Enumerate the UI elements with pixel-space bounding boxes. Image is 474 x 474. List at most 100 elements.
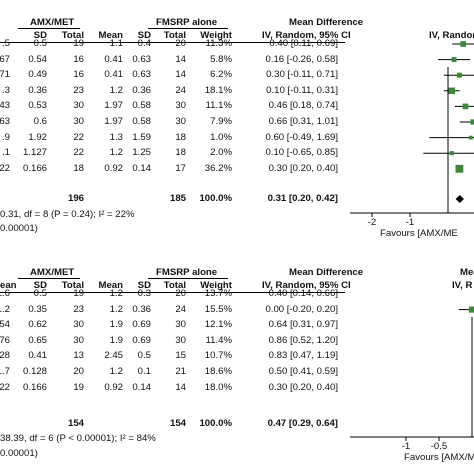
row-mean2: 0.41 bbox=[104, 69, 123, 81]
row-sd1: 0.128 bbox=[22, 366, 47, 377]
row-weight: 1.0% bbox=[210, 131, 232, 143]
row-mean1: .9 bbox=[1, 131, 10, 143]
row-weight: 18.6% bbox=[204, 366, 232, 377]
row-total2: 14 bbox=[175, 53, 186, 65]
row-mean-difference: 0.66 [0.31, 1.01] bbox=[268, 116, 338, 127]
point-estimate bbox=[468, 135, 473, 140]
row-mean-difference: 0.40 [0.11, 0.69] bbox=[269, 38, 338, 49]
row-weight: 10.7% bbox=[204, 350, 232, 362]
row-mean2: 1.2 bbox=[109, 288, 123, 299]
row-mean1: 2.54 bbox=[0, 319, 10, 331]
overall-effect-text: 0.00001) bbox=[0, 448, 38, 459]
row-weight: 5.8% bbox=[210, 53, 232, 65]
group2-header: FMSRP alone bbox=[156, 267, 218, 278]
row-total2: 21 bbox=[175, 366, 186, 377]
header-underline-group1 bbox=[18, 278, 80, 279]
row-mean2: 0.92 bbox=[104, 162, 123, 174]
row-total2: 24 bbox=[175, 303, 186, 315]
row-total1: 19 bbox=[73, 288, 84, 299]
row-total2: 30 bbox=[175, 334, 186, 346]
column-header: Total bbox=[61, 280, 84, 291]
row-mean2: 1.9 bbox=[109, 334, 123, 346]
row-sd1: 0.49 bbox=[28, 69, 47, 81]
row-weight: 18.0% bbox=[204, 381, 232, 393]
row-weight: 18.1% bbox=[204, 84, 232, 96]
row-sd2: 0.36 bbox=[132, 84, 151, 96]
point-estimate bbox=[460, 41, 467, 47]
point-estimate bbox=[448, 87, 456, 95]
row-total1: 30 bbox=[73, 334, 84, 346]
point-estimate bbox=[462, 103, 469, 110]
row-mean-difference: 0.10 [-0.65, 0.85] bbox=[265, 147, 338, 159]
header-underline-group1 bbox=[18, 28, 80, 29]
total-mean-difference: 0.31 [0.20, 0.42] bbox=[267, 193, 338, 204]
row-weight: 6.2% bbox=[210, 69, 232, 81]
row-sd1: 0.6 bbox=[33, 116, 47, 127]
column-header: Total bbox=[163, 280, 186, 291]
row-mean2: 1.9 bbox=[109, 319, 123, 331]
column-header: Total bbox=[61, 30, 84, 41]
row-weight: 11.4% bbox=[205, 334, 233, 346]
column-header: Total bbox=[163, 30, 186, 41]
row-total1: 30 bbox=[73, 100, 84, 112]
total-weight: 100.0% bbox=[199, 418, 232, 429]
row-sd2: 0.58 bbox=[132, 100, 151, 112]
row-total2: 24 bbox=[175, 84, 186, 96]
row-sd1: 0.5 bbox=[33, 288, 47, 299]
row-total2: 30 bbox=[175, 319, 186, 331]
column-header: Weight bbox=[200, 30, 232, 41]
row-sd1: 0.65 bbox=[28, 334, 47, 346]
group1-header: AMX/MET bbox=[30, 267, 75, 278]
row-total1: 19 bbox=[73, 38, 84, 49]
row-sd1: 1.92 bbox=[28, 131, 47, 143]
row-sd2: 0.14 bbox=[132, 162, 151, 174]
col-mean1: ean bbox=[0, 280, 17, 291]
effect-header: Mean Difference bbox=[289, 17, 364, 28]
row-weight: 2.0% bbox=[210, 147, 232, 159]
row-sd1: 0.166 bbox=[22, 381, 47, 393]
row-sd1: 0.5 bbox=[33, 38, 47, 49]
row-total2: 14 bbox=[175, 69, 186, 81]
row-mean1: 1.2 bbox=[0, 303, 10, 315]
row-sd2: 0.63 bbox=[132, 69, 151, 81]
row-mean1: 63 bbox=[0, 116, 10, 127]
row-mean1: .3 bbox=[1, 84, 10, 96]
row-weight: 15.5% bbox=[204, 303, 232, 315]
row-mean-difference: 0.40 [0.14, 0.66] bbox=[268, 288, 338, 299]
row-mean1: 1.7 bbox=[0, 366, 10, 377]
row-weight: 12.1% bbox=[204, 319, 232, 331]
row-mean2: 1.2 bbox=[109, 147, 123, 159]
row-sd1: 0.62 bbox=[28, 319, 47, 331]
row-sd2: 0.1 bbox=[137, 366, 151, 377]
row-total1: 19 bbox=[73, 381, 84, 393]
row-total1: 13 bbox=[73, 350, 84, 362]
point-estimate bbox=[456, 72, 462, 78]
row-mean1: 2.76 bbox=[0, 334, 10, 346]
column-header: SD bbox=[33, 30, 47, 41]
row-mean2: 1.2 bbox=[109, 84, 123, 96]
row-mean-difference: 0.64 [0.31, 0.97] bbox=[268, 319, 338, 331]
effect-right-header: Mea bbox=[460, 267, 474, 278]
header-bottom-rule bbox=[0, 42, 345, 43]
row-total1: 20 bbox=[73, 366, 84, 377]
heterogeneity-text: 38.39, df = 6 (P < 0.00001); I² = 84% bbox=[0, 433, 156, 444]
group2-header: FMSRP alone bbox=[156, 17, 218, 28]
row-weight: 13.7% bbox=[204, 288, 232, 299]
x-tick-label: -1 bbox=[405, 217, 415, 228]
point-estimate bbox=[470, 119, 474, 125]
row-sd2: 0.69 bbox=[132, 319, 151, 331]
column-header: SD bbox=[33, 280, 47, 291]
row-total2: 15 bbox=[175, 350, 186, 362]
row-sd1: 0.36 bbox=[28, 84, 47, 96]
row-total2: 17 bbox=[175, 162, 186, 174]
effect-right-method: IV, Random bbox=[429, 30, 474, 41]
point-estimate bbox=[449, 151, 454, 156]
row-mean1: 3.28 bbox=[0, 350, 10, 362]
header-underline-group2 bbox=[148, 28, 228, 29]
row-sd2: 0.69 bbox=[132, 334, 151, 346]
row-sd2: 0.4 bbox=[137, 38, 151, 49]
favours-label: Favours [AMX/MET bbox=[404, 452, 474, 463]
row-sd2: 0.58 bbox=[132, 116, 151, 127]
row-mean-difference: 0.16 [-0.26, 0.58] bbox=[265, 53, 338, 65]
row-mean1: .5 bbox=[1, 38, 10, 49]
